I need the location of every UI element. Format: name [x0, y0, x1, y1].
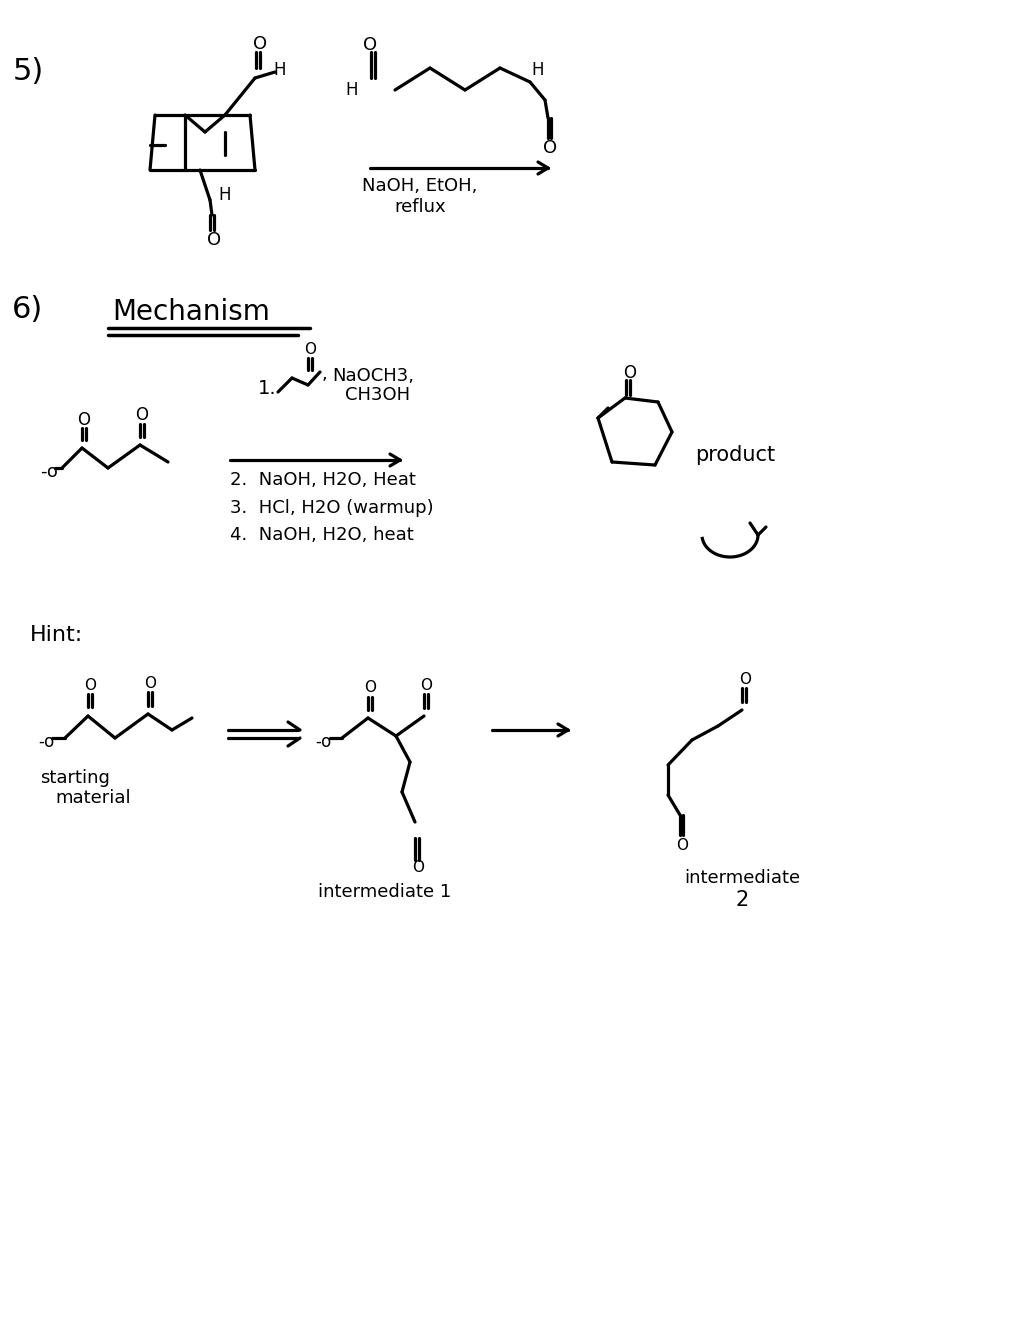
- Text: 3.  HCl, H2O (warmup): 3. HCl, H2O (warmup): [230, 499, 433, 517]
- Text: O: O: [84, 679, 96, 694]
- Text: 1.: 1.: [258, 378, 277, 397]
- Text: O: O: [676, 837, 688, 852]
- Text: -o: -o: [315, 733, 331, 752]
- Text: 5): 5): [12, 58, 44, 86]
- Text: H: H: [531, 60, 545, 79]
- Text: H: H: [345, 81, 359, 99]
- Text: Hint:: Hint:: [30, 625, 83, 646]
- Text: 2: 2: [736, 890, 749, 910]
- Text: O: O: [364, 680, 376, 695]
- Text: NaOCH3,: NaOCH3,: [332, 366, 414, 385]
- Text: O: O: [623, 364, 637, 382]
- Text: O: O: [252, 35, 267, 52]
- Text: 2.  NaOH, H2O, Heat: 2. NaOH, H2O, Heat: [230, 471, 416, 488]
- Text: NaOH, EtOH,: NaOH, EtOH,: [363, 177, 477, 195]
- Text: O: O: [78, 411, 91, 429]
- Text: CH3OH: CH3OH: [345, 386, 410, 404]
- Text: O: O: [144, 675, 156, 691]
- Text: Mechanism: Mechanism: [112, 298, 270, 326]
- Text: material: material: [55, 789, 131, 807]
- Text: ,: ,: [322, 365, 328, 382]
- Text: O: O: [739, 672, 751, 687]
- Text: O: O: [412, 860, 424, 875]
- Text: product: product: [695, 446, 775, 464]
- Text: O: O: [543, 140, 557, 157]
- Text: 4.  NaOH, H2O, heat: 4. NaOH, H2O, heat: [230, 526, 414, 544]
- Text: reflux: reflux: [394, 199, 446, 216]
- Text: -o: -o: [40, 463, 58, 480]
- Text: O: O: [136, 407, 148, 424]
- Text: intermediate: intermediate: [684, 870, 800, 887]
- Text: O: O: [420, 678, 432, 692]
- Text: intermediate 1: intermediate 1: [319, 883, 452, 900]
- Text: O: O: [363, 36, 377, 54]
- Text: O: O: [304, 342, 316, 357]
- Text: starting: starting: [40, 769, 110, 786]
- Text: -o: -o: [38, 733, 54, 752]
- Text: H: H: [219, 187, 231, 204]
- Text: 6): 6): [12, 295, 44, 325]
- Text: O: O: [206, 231, 221, 250]
- Text: H: H: [274, 60, 286, 79]
